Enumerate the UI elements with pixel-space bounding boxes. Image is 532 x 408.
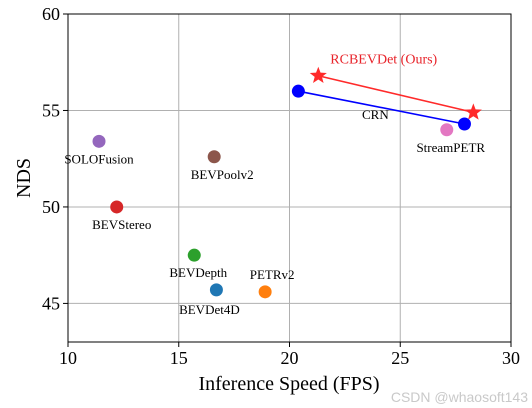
y-tick-label: 45 [42,293,60,313]
star-marker [464,103,482,120]
point-marker [187,248,201,262]
point-label: BEVPoolv2 [191,167,254,182]
point-marker [258,285,272,299]
point-marker [92,134,106,148]
point-label: BEVDepth [169,265,227,280]
circle-marker [457,117,471,131]
series-line-crn [298,90,465,125]
point-marker [209,283,223,297]
series-label: CRN [362,107,389,122]
x-tick-label: 25 [391,348,409,368]
series-line-rcbevdet-ours- [318,74,474,114]
circle-marker [291,84,305,98]
y-tick-label: 50 [42,197,60,217]
point-label: SOLOFusion [64,151,134,166]
series-label: RCBEVDet (Ours) [330,53,437,68]
x-axis-label: Inference Speed (FPS) [198,373,379,395]
point-marker [110,200,124,214]
grid [67,13,512,342]
point-labels: RCBEVDet (Ours) CRN SOLOFusion BEVPoolv2 BEV… [64,53,485,317]
y-tick-label: 55 [42,100,60,120]
point-marker [207,150,221,164]
axis-ticks: 10 15 20 25 30 45 50 55 60 [42,4,520,368]
y-tick-label: 60 [42,4,60,24]
x-tick-label: 30 [502,348,520,368]
series-lines [298,74,474,125]
point-label: BEVStereo [92,217,151,232]
point-marker [440,123,454,137]
point-label: BEVDet4D [179,302,240,317]
y-axis-label: NDS [13,158,35,198]
star-marker [309,66,327,84]
x-tick-label: 10 [59,348,77,368]
point-label: StreamPETR [416,140,485,155]
x-tick-label: 15 [170,348,188,368]
point-label: PETRv2 [250,267,295,282]
data-points [92,66,482,299]
x-tick-label: 20 [281,348,299,368]
watermark: CSDN @whaosoft143 [390,389,528,405]
